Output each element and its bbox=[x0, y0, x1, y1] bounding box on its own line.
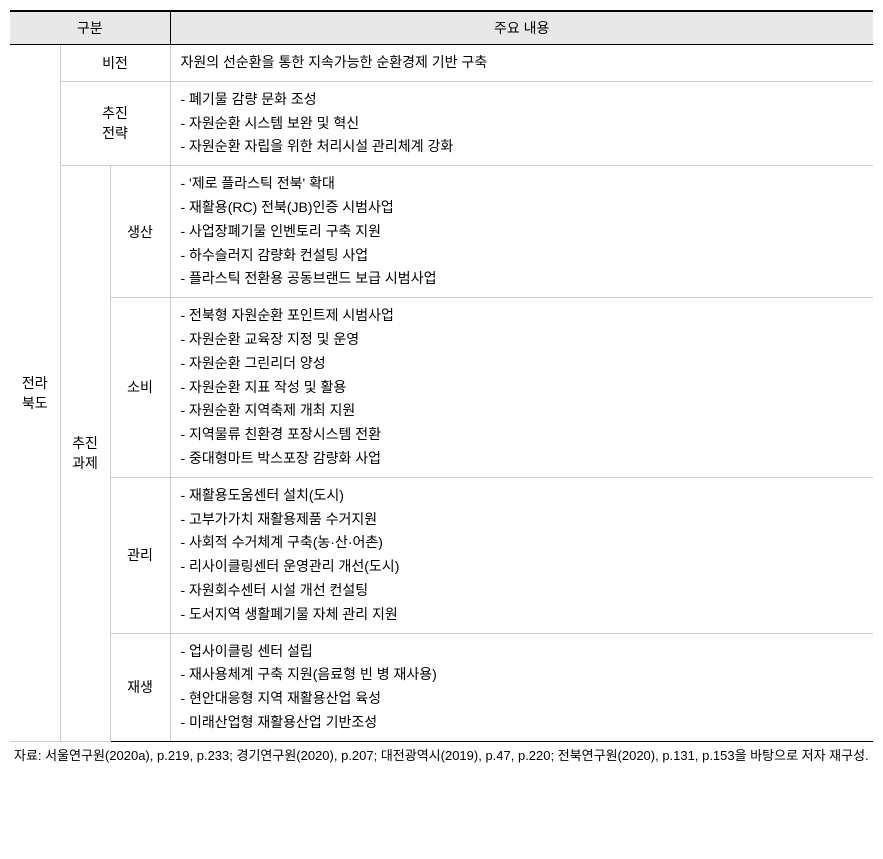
list-item: - 전북형 자원순환 포인트제 시범사업 bbox=[181, 304, 864, 328]
management-content: - 재활용도움센터 설치(도시)- 고부가가치 재활용제품 수거지원- 사회적 … bbox=[170, 477, 873, 633]
production-sublabel: 생산 bbox=[110, 166, 170, 298]
list-item: - 중대형마트 박스포장 감량화 사업 bbox=[181, 447, 864, 471]
list-item: - 지역물류 친환경 포장시스템 전환 bbox=[181, 423, 864, 447]
list-item: - 자원순환 그린리더 양성 bbox=[181, 352, 864, 376]
region-cell: 전라북도 bbox=[10, 45, 60, 742]
list-item: - 사회적 수거체계 구축(농·산·어촌) bbox=[181, 531, 864, 555]
vision-row: 전라북도 비전 자원의 선순환을 통한 지속가능한 순환경제 기반 구축 bbox=[10, 45, 873, 82]
list-item: - 자원회수센터 시설 개선 컨설팅 bbox=[181, 579, 864, 603]
list-item: - 폐기물 감량 문화 조성 bbox=[181, 88, 864, 112]
list-item: - 고부가가치 재활용제품 수거지원 bbox=[181, 508, 864, 532]
list-item: - 도서지역 생활폐기물 자체 관리 지원 bbox=[181, 603, 864, 627]
list-item: - 자원순환 지역축제 개최 지원 bbox=[181, 399, 864, 423]
list-item: - 현안대응형 지역 재활용산업 육성 bbox=[181, 687, 864, 711]
list-item: - 재사용체계 구축 지원(음료형 빈 병 재사용) bbox=[181, 663, 864, 687]
header-row: 구분 주요 내용 bbox=[10, 11, 873, 45]
production-row: 추진과제 생산 - '제로 플라스틱 전북' 확대- 재활용(RC) 전북(JB… bbox=[10, 166, 873, 298]
vision-content: 자원의 선순환을 통한 지속가능한 순환경제 기반 구축 bbox=[170, 45, 873, 82]
list-item: - 자원순환 교육장 지정 및 운영 bbox=[181, 328, 864, 352]
regeneration-row: 재생 - 업사이클링 센터 설립- 재사용체계 구축 지원(음료형 빈 병 재사… bbox=[10, 633, 873, 741]
list-item: - 자원순환 지표 작성 및 활용 bbox=[181, 376, 864, 400]
list-item: - 미래산업형 재활용산업 기반조성 bbox=[181, 711, 864, 735]
consumption-content: - 전북형 자원순환 포인트제 시범사업- 자원순환 교육장 지정 및 운영- … bbox=[170, 298, 873, 478]
list-item: - 재활용도움센터 설치(도시) bbox=[181, 484, 864, 508]
tasks-label: 추진과제 bbox=[60, 166, 110, 742]
policy-table: 구분 주요 내용 전라북도 비전 자원의 선순환을 통한 지속가능한 순환경제 … bbox=[10, 10, 873, 742]
list-item: - 업사이클링 센터 설립 bbox=[181, 640, 864, 664]
list-item: - 재활용(RC) 전북(JB)인증 시범사업 bbox=[181, 196, 864, 220]
header-content: 주요 내용 bbox=[170, 11, 873, 45]
vision-label: 비전 bbox=[60, 45, 170, 82]
regeneration-content: - 업사이클링 센터 설립- 재사용체계 구축 지원(음료형 빈 병 재사용)-… bbox=[170, 633, 873, 741]
list-item: - 자원순환 자립을 위한 처리시설 관리체계 강화 bbox=[181, 135, 864, 159]
list-item: - 자원순환 시스템 보완 및 혁신 bbox=[181, 112, 864, 136]
strategy-content: - 폐기물 감량 문화 조성- 자원순환 시스템 보완 및 혁신- 자원순환 자… bbox=[170, 81, 873, 165]
list-item: - 사업장폐기물 인벤토리 구축 지원 bbox=[181, 220, 864, 244]
consumption-row: 소비 - 전북형 자원순환 포인트제 시범사업- 자원순환 교육장 지정 및 운… bbox=[10, 298, 873, 478]
production-content: - '제로 플라스틱 전북' 확대- 재활용(RC) 전북(JB)인증 시범사업… bbox=[170, 166, 873, 298]
strategy-row: 추진전략 - 폐기물 감량 문화 조성- 자원순환 시스템 보완 및 혁신- 자… bbox=[10, 81, 873, 165]
header-gubun: 구분 bbox=[10, 11, 170, 45]
list-item: - '제로 플라스틱 전북' 확대 bbox=[181, 172, 864, 196]
list-item: - 하수슬러지 감량화 컨설팅 사업 bbox=[181, 244, 864, 268]
list-item: - 플라스틱 전환용 공동브랜드 보급 시범사업 bbox=[181, 267, 864, 291]
management-sublabel: 관리 bbox=[110, 477, 170, 633]
regeneration-sublabel: 재생 bbox=[110, 633, 170, 741]
source-text: 자료: 서울연구원(2020a), p.219, p.233; 경기연구원(20… bbox=[46, 746, 873, 767]
management-row: 관리 - 재활용도움센터 설치(도시)- 고부가가치 재활용제품 수거지원- 사… bbox=[10, 477, 873, 633]
list-item: - 리사이클링센터 운영관리 개선(도시) bbox=[181, 555, 864, 579]
consumption-sublabel: 소비 bbox=[110, 298, 170, 478]
strategy-label: 추진전략 bbox=[60, 81, 170, 165]
